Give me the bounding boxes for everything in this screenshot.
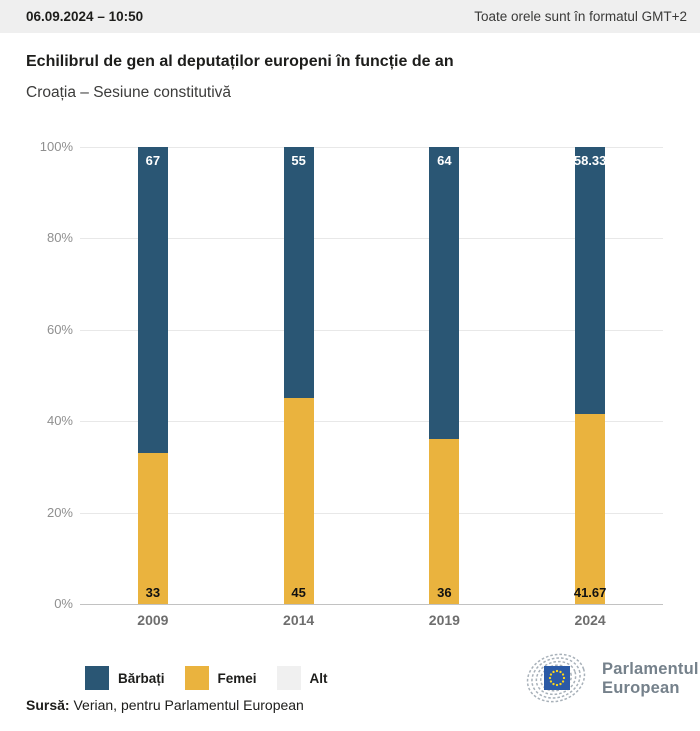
x-axis-label-2024: 2024 [574, 612, 606, 628]
legend-swatch-alt [276, 666, 301, 690]
source-text: Verian, pentru Parlamentul European [69, 697, 304, 713]
timezone-note: Toate orele sunt în formatul GMT+2 [474, 9, 687, 24]
ep-hemicycle-icon [526, 653, 586, 703]
bar-value-femei-2009: 33 [145, 585, 161, 600]
x-axis-label-2009: 2009 [137, 612, 169, 628]
legend-label: Alt [309, 670, 328, 686]
eu-flag [544, 666, 570, 690]
chart-legend: Bărbați Femei Alt [85, 666, 328, 690]
bar-value-femei-2014: 45 [291, 585, 306, 600]
legend-swatch-femei [184, 666, 209, 690]
legend-item-femei[interactable]: Femei [184, 666, 257, 690]
top-bar: 06.09.2024 – 10:50 Toate orele sunt în f… [0, 0, 700, 33]
y-axis-tick: 20% [46, 504, 73, 520]
legend-label: Femei [217, 670, 257, 686]
gridline [80, 147, 663, 148]
gridline [80, 421, 663, 423]
datetime-label: 06.09.2024 – 10:50 [26, 9, 144, 24]
y-axis-tick: 80% [46, 230, 73, 246]
gridline [80, 604, 663, 605]
y-axis-tick: 100% [39, 139, 73, 154]
x-axis-label-2019: 2019 [428, 612, 460, 628]
gridline [80, 238, 663, 240]
gridline [80, 512, 663, 514]
legend-item-barbati[interactable]: Bărbați [85, 666, 165, 690]
eu-flag-stars [548, 669, 566, 687]
ep-logo-line2: European [602, 679, 680, 697]
bar-segment-barbati-2009[interactable] [137, 147, 168, 454]
bar-segment-femei-2009[interactable] [137, 453, 168, 604]
bar-segment-femei-2014[interactable] [283, 398, 314, 604]
bar-segment-barbati-2019[interactable] [429, 147, 460, 440]
bar-segment-barbati-2014[interactable] [283, 147, 314, 399]
bar-value-barbati-2019: 64 [437, 153, 452, 168]
bar-value-barbati-2024: 58.33 [573, 153, 607, 168]
legend-swatch-barbati [85, 666, 109, 690]
y-axis-tick: 0% [54, 596, 73, 611]
source-note: Sursă: Verian, pentru Parlamentul Europe… [26, 697, 304, 713]
bar-value-barbati-2014: 55 [291, 153, 306, 168]
legend-label: Bărbați [118, 670, 165, 686]
source-label: Sursă: [26, 697, 70, 713]
x-axis-label-2014: 2014 [283, 612, 315, 628]
bar-value-barbati-2009: 67 [145, 153, 161, 168]
chart-title: Echilibrul de gen al deputaților europen… [26, 53, 454, 70]
gridline [80, 329, 663, 331]
bar-segment-barbati-2024[interactable] [575, 147, 606, 414]
ep-logo-text: Parlamentul European [602, 660, 699, 698]
y-axis-tick: 60% [46, 321, 73, 337]
legend-item-alt[interactable]: Alt [276, 666, 328, 690]
bar-value-femei-2019: 36 [437, 585, 452, 600]
bar-segment-femei-2024[interactable] [575, 413, 606, 604]
ep-logo-line1: Parlamentul [602, 660, 699, 678]
ep-logo: Parlamentul European [514, 653, 699, 705]
chart-subtitle: Croația – Sesiune constitutivă [26, 84, 232, 101]
bar-segment-femei-2019[interactable] [429, 439, 460, 604]
y-axis-tick: 40% [46, 413, 73, 429]
bar-value-femei-2024: 41.67 [573, 585, 607, 600]
